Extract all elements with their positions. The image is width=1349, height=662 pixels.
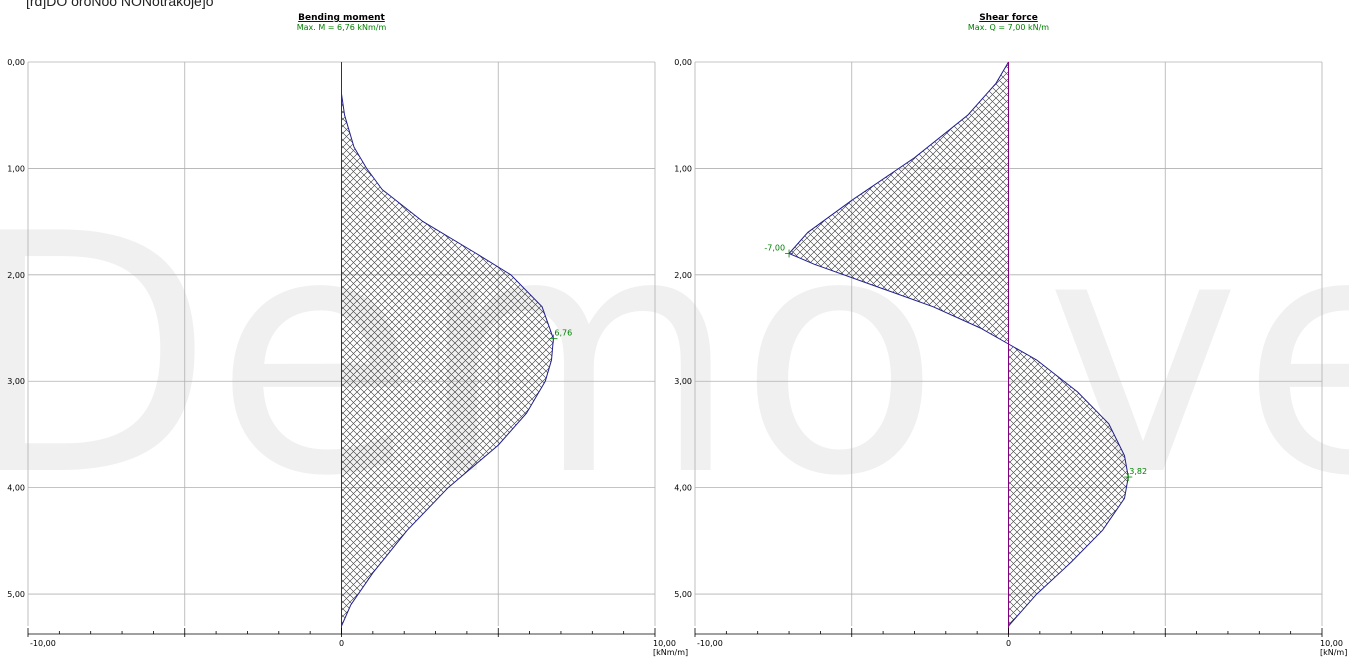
- y-tick-label: 2,00: [674, 271, 692, 280]
- y-tick-label: 3,00: [7, 377, 25, 386]
- value-label: 6,76: [554, 329, 572, 338]
- y-tick-label: 1,00: [7, 164, 25, 173]
- value-label: 3,82: [1129, 467, 1147, 476]
- y-tick-label: 1,00: [674, 164, 692, 173]
- x-tick-label: 10,00: [653, 639, 676, 648]
- y-tick-label: 0,00: [7, 58, 25, 67]
- x-tick-label: 0: [1006, 639, 1011, 648]
- y-tick-label: 4,00: [7, 484, 25, 493]
- x-tick-label: -10,00: [30, 639, 56, 648]
- chart-title: Bending moment: [298, 13, 385, 23]
- header-text: [rd]DO oroNoo NONotrakoje]o: [26, 0, 214, 9]
- chart-subtitle: Max. M = 6,76 kNm/m: [297, 23, 387, 32]
- y-tick-label: 5,00: [7, 590, 25, 599]
- value-label: -7,00: [764, 244, 785, 253]
- diagram-area: [789, 62, 1129, 626]
- chart-title: Shear force: [979, 13, 1038, 23]
- y-tick-label: 5,00: [674, 590, 692, 599]
- y-tick-label: 2,00: [7, 271, 25, 280]
- unit-label: [kN/m]: [1320, 648, 1347, 657]
- diagram-curve: [788, 61, 1129, 627]
- x-tick-label: 10,00: [1320, 639, 1343, 648]
- y-tick-label: 4,00: [674, 484, 692, 493]
- x-tick-label: -10,00: [697, 639, 723, 648]
- chart-subtitle: Max. Q = 7,00 kN/m: [968, 23, 1049, 32]
- y-tick-label: 0,00: [674, 58, 692, 67]
- y-tick-label: 3,00: [674, 377, 692, 386]
- unit-label: [kNm/m]: [653, 648, 688, 657]
- x-tick-label: 0: [339, 639, 344, 648]
- diagram-area: [341, 93, 554, 626]
